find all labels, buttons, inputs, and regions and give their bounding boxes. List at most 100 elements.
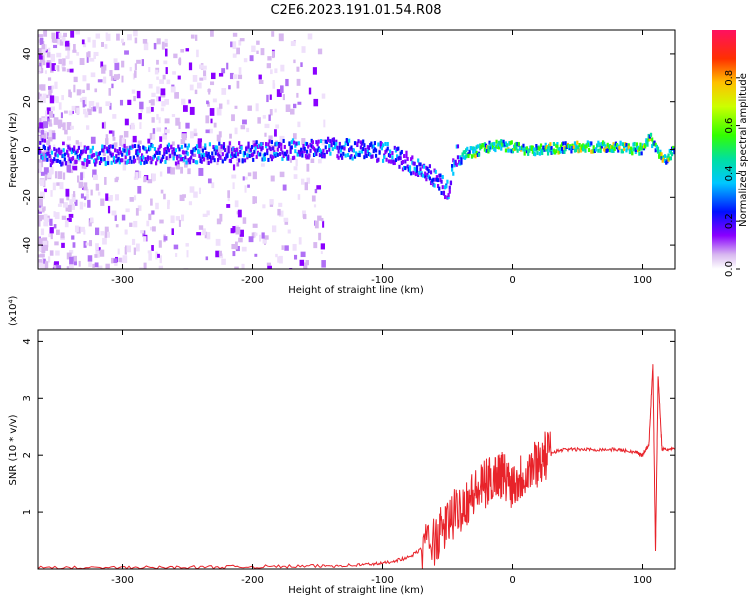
heatmap-noise-cell: [138, 113, 142, 120]
heatmap-ridge-cell: [69, 159, 72, 164]
heatmap-ridge-cell: [180, 144, 183, 149]
heatmap-ridge-cell: [414, 168, 417, 173]
heatmap-noise-cell: [219, 146, 225, 151]
heatmap-ridge-cell: [670, 152, 674, 157]
heatmap-noise-cell: [64, 40, 70, 47]
heatmap-ridge-cell: [642, 144, 646, 149]
heatmap-ridge-cell: [314, 152, 317, 157]
heatmap-ridge-cell: [91, 153, 95, 158]
heatmap-ridge-cell: [491, 144, 495, 149]
heatmap-ridge-cell: [319, 139, 323, 144]
heatmap-noise-cell: [171, 113, 176, 118]
heatmap-ridge-cell: [132, 159, 135, 164]
heatmap-ridge-cell: [473, 153, 476, 158]
heatmap-noise-cell: [175, 163, 180, 170]
heatmap-ridge-cell: [577, 149, 580, 154]
heatmap-noise-cell: [52, 38, 58, 43]
heatmap-noise-cell: [131, 89, 136, 94]
y-tick-label: 2: [22, 452, 33, 458]
heatmap-ridge-cell: [525, 149, 529, 154]
heatmap-noise-cell: [146, 106, 152, 114]
heatmap-ridge-cell: [598, 143, 601, 148]
heatmap-ridge-cell: [290, 145, 293, 150]
heatmap-noise-cell: [39, 179, 45, 186]
heatmap-ridge-cell: [352, 148, 355, 153]
heatmap-ridge-cell: [477, 152, 481, 157]
heatmap-ridge-cell: [396, 147, 399, 152]
heatmap-ridge-cell: [82, 149, 85, 154]
heatmap-noise-cell: [105, 134, 109, 142]
heatmap-ridge-cell: [433, 183, 436, 188]
heatmap-ridge-cell: [652, 142, 655, 147]
heatmap-ridge-cell: [670, 146, 674, 151]
heatmap-ridge-cell: [81, 161, 84, 166]
heatmap-ridge-cell: [289, 149, 292, 154]
heatmap-ridge-cell: [417, 158, 420, 163]
heatmap-noise-cell: [71, 235, 75, 240]
heatmap-ridge-cell: [385, 157, 388, 162]
heatmap-ridge-cell: [70, 157, 73, 162]
heatmap-ridge-cell: [537, 146, 540, 151]
heatmap-noise-cell: [67, 50, 70, 59]
heatmap-ridge-cell: [436, 178, 440, 183]
heatmap-ridge-cell: [621, 142, 625, 147]
heatmap-ridge-cell: [131, 144, 134, 149]
heatmap-ridge-cell: [185, 150, 188, 155]
heatmap-noise-cell: [99, 249, 105, 257]
heatmap-noise-cell: [166, 79, 171, 85]
heatmap-ridge-cell: [225, 155, 228, 160]
heatmap-ridge-cell: [661, 158, 664, 163]
heatmap-ridge-cell: [201, 148, 204, 153]
heatmap-ridge-cell: [426, 166, 429, 171]
heatmap-ridge-cell: [283, 151, 286, 156]
heatmap-ridge-cell: [645, 138, 648, 143]
heatmap-ridge-cell: [640, 151, 643, 156]
heatmap-ridge-cell: [50, 150, 54, 155]
heatmap-noise-cell: [73, 191, 76, 198]
heatmap-ridge-cell: [656, 146, 660, 151]
heatmap-noise-cell: [62, 172, 66, 180]
x-tick-label: -100: [371, 575, 394, 586]
heatmap-noise-cell: [47, 155, 53, 162]
heatmap-noise-cell: [47, 172, 52, 178]
heatmap-ridge-cell: [522, 143, 525, 148]
heatmap-noise-cell: [164, 38, 168, 47]
heatmap-noise-cell: [314, 188, 318, 194]
x-tick-label: -300: [111, 575, 134, 586]
heatmap-noise-cell: [75, 140, 79, 145]
heatmap-ridge-cell: [317, 139, 320, 144]
heatmap-ridge-cell: [647, 133, 650, 138]
heatmap-ridge-cell: [229, 153, 233, 158]
heatmap-ridge-cell: [600, 144, 603, 149]
heatmap-noise-cell: [323, 119, 326, 128]
heatmap-ridge-cell: [49, 163, 52, 168]
heatmap-ridge-cell: [286, 156, 289, 161]
heatmap-ridge-cell: [231, 147, 234, 152]
heatmap-ridge-cell: [476, 144, 479, 149]
heatmap-noise-cell: [68, 213, 74, 218]
heatmap-noise-cell: [43, 149, 48, 154]
heatmap-ridge-cell: [280, 142, 283, 147]
heatmap-noise-cell: [42, 93, 47, 99]
heatmap-noise-cell: [87, 255, 93, 262]
heatmap-ridge-cell: [663, 158, 667, 163]
heatmap-noise-cell: [252, 223, 258, 228]
heatmap-ridge-cell: [575, 144, 578, 149]
heatmap-ridge-cell: [509, 148, 512, 153]
heatmap-ridge-cell: [76, 154, 79, 159]
heatmap-noise-cell: [53, 44, 58, 49]
heatmap-noise-cell: [55, 264, 59, 269]
heatmap-ridge-cell: [274, 142, 277, 147]
heatmap-noise-cell: [124, 246, 127, 255]
heatmap-noise-cell: [152, 226, 156, 232]
heatmap-noise-cell: [46, 132, 51, 140]
heatmap-noise-cell: [300, 178, 305, 185]
heatmap-ridge-cell: [413, 166, 416, 171]
heatmap-noise-cell: [151, 92, 156, 97]
heatmap-ridge-cell: [137, 144, 140, 149]
heatmap-ridge-cell: [146, 155, 150, 160]
heatmap-noise-cell: [44, 173, 48, 181]
heatmap-ridge-cell: [121, 152, 124, 157]
heatmap-ridge-cell: [195, 144, 199, 149]
heatmap-noise-cell: [131, 139, 134, 147]
